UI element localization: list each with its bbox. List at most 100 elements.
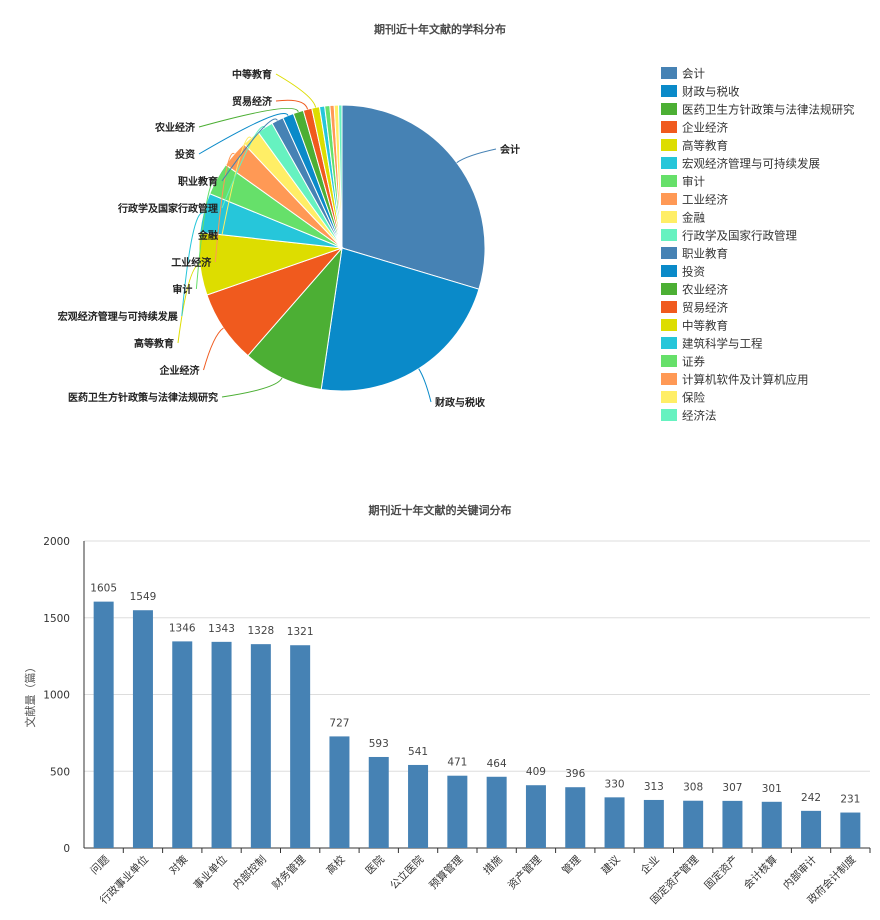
legend-swatch-2[interactable] (661, 103, 677, 115)
legend-label-19[interactable]: 经济法 (682, 409, 717, 423)
legend-swatch-0[interactable] (661, 67, 677, 79)
y-axis-label: 文献量（篇） (23, 662, 37, 728)
bar-0[interactable] (93, 601, 114, 848)
legend-label-5[interactable]: 宏观经济管理与可持续发展 (682, 157, 820, 171)
legend-label-11[interactable]: 投资 (682, 265, 705, 279)
bar-title: 期刊近十年文献的关键词分布 (369, 503, 512, 517)
pie-label-1: 财政与税收 (434, 396, 485, 409)
bar-16[interactable] (722, 800, 743, 848)
legend-label-9[interactable]: 行政学及国家行政管理 (682, 229, 797, 243)
pie-leader-0 (456, 148, 497, 164)
legend-swatch-1[interactable] (661, 85, 677, 97)
bar-4[interactable] (250, 644, 271, 848)
legend-label-3[interactable]: 企业经济 (682, 121, 728, 135)
x-tick-label-5: 财务管理 (269, 853, 308, 892)
legend-label-8[interactable]: 金融 (682, 211, 705, 225)
bar-8[interactable] (408, 764, 429, 848)
legend-swatch-11[interactable] (661, 265, 677, 277)
bar-chart: 0500100015002000文献量（篇）1605问题1549行政事业单位13… (23, 536, 871, 907)
bar-value-12: 396 (565, 768, 585, 780)
pie-label-13: 贸易经济 (232, 95, 273, 108)
legend-label-1[interactable]: 财政与税收 (682, 85, 740, 99)
legend-swatch-6[interactable] (661, 175, 677, 187)
legend-label-2[interactable]: 医药卫生方针政策与法律法规研究 (682, 103, 855, 117)
bar-13[interactable] (604, 797, 625, 848)
legend-swatch-12[interactable] (661, 283, 677, 295)
bar-value-3: 1343 (208, 623, 235, 635)
legend-label-14[interactable]: 中等教育 (682, 319, 728, 333)
bar-value-16: 307 (722, 782, 742, 794)
x-tick-label-9: 预算管理 (427, 853, 466, 892)
bar-value-10: 464 (487, 758, 507, 770)
pie-slice-2[interactable] (247, 246, 343, 391)
pie-leader-8 (221, 136, 252, 236)
bar-10[interactable] (486, 776, 507, 848)
legend-label-18[interactable]: 保险 (682, 391, 705, 405)
bar-6[interactable] (329, 736, 350, 848)
legend-swatch-8[interactable] (661, 211, 677, 223)
pie-leader-14 (275, 73, 317, 108)
legend-swatch-17[interactable] (661, 373, 677, 385)
pie-label-14: 中等教育 (232, 68, 272, 81)
legend-swatch-18[interactable] (661, 391, 677, 403)
legend-swatch-14[interactable] (661, 319, 677, 331)
legend-swatch-19[interactable] (661, 409, 677, 421)
legend-label-7[interactable]: 工业经济 (682, 193, 728, 207)
bar-5[interactable] (290, 645, 311, 848)
pie-leader-11 (198, 113, 289, 155)
bar-19[interactable] (840, 812, 861, 848)
bar-value-15: 308 (683, 782, 703, 794)
pie-leader-4 (177, 263, 201, 344)
legend-swatch-4[interactable] (661, 139, 677, 151)
bar-2[interactable] (172, 641, 193, 848)
x-tick-label-6: 高校 (324, 853, 348, 877)
x-tick-label-14: 企业 (638, 853, 662, 877)
legend-label-10[interactable]: 职业教育 (682, 247, 728, 261)
pie-label-8: 金融 (197, 229, 218, 242)
pie-slice-19[interactable] (338, 104, 343, 249)
bar-value-14: 313 (644, 781, 664, 793)
bar-value-13: 330 (605, 778, 625, 790)
legend-label-15[interactable]: 建筑科学与工程 (682, 337, 763, 351)
legend-swatch-5[interactable] (661, 157, 677, 169)
bar-9[interactable] (447, 775, 468, 848)
legend-label-17[interactable]: 计算机软件及计算机应用 (682, 373, 809, 387)
legend-swatch-16[interactable] (661, 355, 677, 367)
legend-swatch-10[interactable] (661, 247, 677, 259)
pie-leader-9 (221, 126, 266, 209)
bar-3[interactable] (211, 641, 232, 848)
x-tick-label-17: 会计核算 (741, 853, 780, 892)
bar-12[interactable] (565, 787, 586, 848)
bar-17[interactable] (761, 801, 782, 848)
x-tick-label-12: 管理 (559, 853, 583, 877)
bar-14[interactable] (643, 799, 664, 848)
bar-18[interactable] (801, 810, 822, 848)
pie-label-3: 企业经济 (159, 364, 201, 377)
bar-11[interactable] (525, 785, 546, 848)
legend-label-4[interactable]: 高等教育 (682, 139, 728, 153)
x-tick-label-7: 医院 (363, 853, 387, 877)
legend-label-16[interactable]: 证券 (682, 355, 705, 369)
legend-label-6[interactable]: 审计 (682, 175, 705, 189)
legend-label-12[interactable]: 农业经济 (682, 283, 728, 297)
legend-label-0[interactable]: 会计 (682, 67, 705, 81)
pie-slice-1[interactable] (320, 247, 480, 392)
x-tick-label-8: 公立医院 (387, 853, 426, 892)
pie-label-7: 工业经济 (171, 256, 212, 269)
pie-leader-10 (221, 118, 278, 182)
legend-swatch-9[interactable] (661, 229, 677, 241)
legend-label-13[interactable]: 贸易经济 (682, 301, 728, 315)
legend-swatch-13[interactable] (661, 301, 677, 313)
x-tick-label-10: 措施 (481, 853, 505, 877)
legend-swatch-7[interactable] (661, 193, 677, 205)
legend-swatch-15[interactable] (661, 337, 677, 349)
x-tick-label-4: 内部控制 (230, 853, 269, 892)
pie-slice-0[interactable] (341, 104, 486, 290)
bar-1[interactable] (132, 610, 153, 848)
pie-label-5: 宏观经济管理与可持续发展 (58, 310, 178, 323)
bar-7[interactable] (368, 756, 389, 848)
bar-15[interactable] (683, 800, 704, 848)
legend-swatch-3[interactable] (661, 121, 677, 133)
pie-leader-12 (198, 107, 299, 128)
